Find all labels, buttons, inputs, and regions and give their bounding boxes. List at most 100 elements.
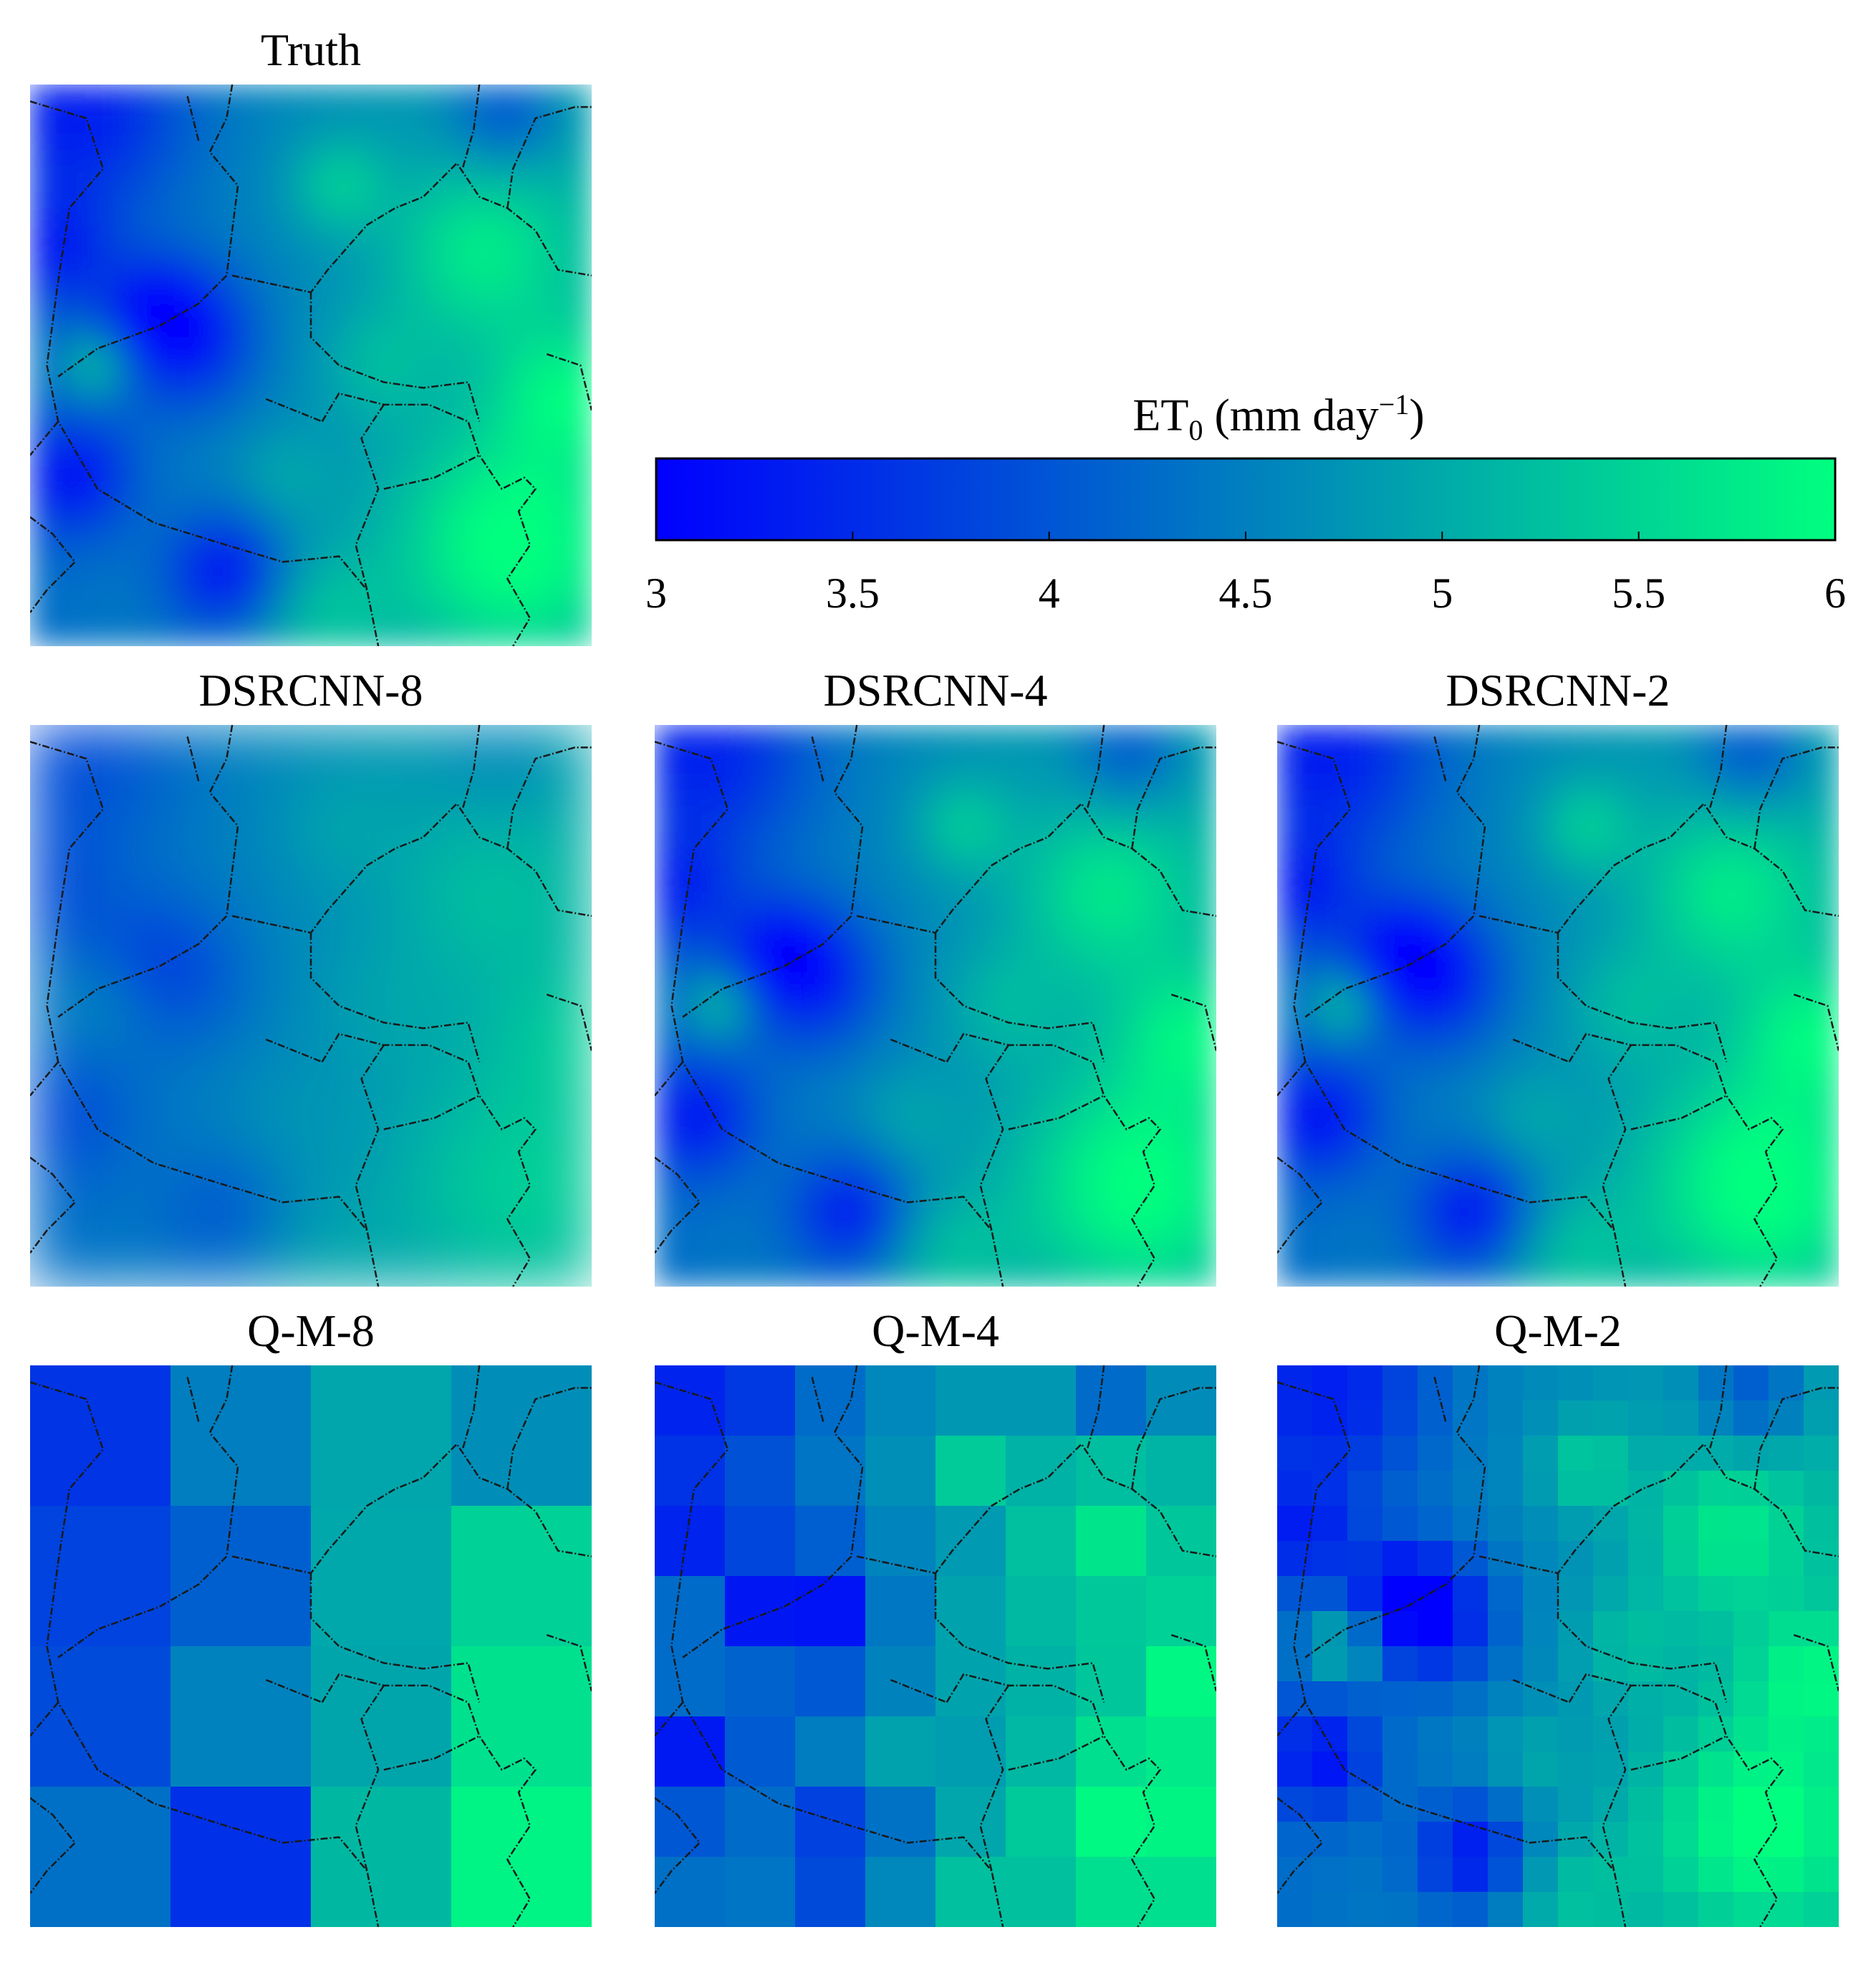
field-cell — [270, 965, 292, 986]
field-cell — [311, 1646, 452, 1787]
field-cell — [1517, 1065, 1539, 1087]
field-cell — [531, 144, 552, 165]
field-cell — [430, 1145, 452, 1167]
field-cell — [451, 465, 472, 486]
field-cell — [170, 1365, 312, 1507]
field-cell — [1758, 965, 1779, 986]
field-cell — [935, 1025, 956, 1047]
field-cell — [754, 804, 776, 826]
field-cell — [694, 1145, 716, 1167]
field-cell — [571, 1186, 592, 1207]
colorbar-tick-label: 6 — [1824, 570, 1846, 617]
field-cell — [1558, 1822, 1594, 1858]
field-cell — [1457, 1045, 1478, 1067]
field-cell — [250, 284, 271, 306]
field-cell — [1733, 1681, 1769, 1717]
field-cell — [1698, 865, 1719, 886]
field-cell — [1146, 1857, 1216, 1927]
field-cell — [1718, 925, 1739, 946]
field-cell — [451, 545, 472, 567]
field-cell — [511, 405, 532, 426]
field-cell — [471, 605, 492, 627]
field-cell — [49, 764, 71, 786]
field-cell — [1698, 1436, 1734, 1471]
field-cell — [1347, 1576, 1383, 1612]
field-cell — [551, 425, 572, 446]
field-cell — [150, 585, 171, 607]
field-cell — [1317, 1246, 1338, 1267]
field-cell — [1617, 925, 1639, 946]
field-cell — [1277, 1611, 1313, 1647]
field-cell — [1597, 1145, 1619, 1167]
field-cell — [935, 1506, 1006, 1577]
field-cell — [330, 965, 352, 986]
field-cell — [1818, 1206, 1839, 1227]
field-cell — [875, 1105, 896, 1127]
field-cell — [1804, 1400, 1839, 1436]
field-cell — [1804, 1576, 1839, 1612]
field-cell — [814, 1246, 836, 1267]
field-cell — [1798, 1145, 1819, 1167]
field-cell — [350, 1125, 372, 1147]
field-cell — [451, 445, 472, 466]
field-cell — [1357, 1166, 1378, 1187]
field-cell — [955, 1166, 976, 1187]
field-cell — [1035, 1045, 1057, 1067]
field-cell — [190, 1226, 211, 1247]
field-cell — [491, 1226, 512, 1247]
field-cell — [330, 325, 352, 346]
field-cell — [350, 124, 372, 145]
field-cell — [290, 365, 312, 386]
field-cell — [170, 585, 191, 607]
field-cell — [491, 284, 512, 306]
field-cell — [1678, 764, 1699, 786]
field-cell — [150, 345, 171, 366]
field-cell — [1377, 885, 1398, 906]
field-cell — [1317, 1065, 1338, 1087]
field-cell — [49, 164, 71, 186]
field-cell — [1698, 1681, 1734, 1717]
field-cell — [390, 465, 412, 486]
field-cell — [1175, 1206, 1197, 1227]
field-cell — [975, 1025, 996, 1047]
field-cell — [571, 764, 592, 786]
field-cell — [390, 144, 412, 165]
field-cell — [875, 865, 896, 886]
boundary-line — [1277, 1381, 1627, 1927]
field-cell — [774, 804, 796, 826]
field-cell — [1095, 1226, 1117, 1247]
field-cell — [1317, 965, 1338, 986]
field-cell — [310, 224, 332, 246]
field-cell — [855, 1045, 876, 1067]
field-cell — [754, 1105, 776, 1127]
field-cell — [230, 85, 251, 105]
field-cell — [410, 505, 432, 527]
field-cell — [875, 1145, 896, 1167]
field-cell — [794, 845, 816, 866]
field-cell — [1738, 1166, 1759, 1187]
field-cell — [130, 804, 151, 826]
field-cell — [1035, 764, 1057, 786]
field-cell — [774, 1226, 796, 1247]
field-cell — [694, 865, 716, 886]
field-cell — [1769, 1471, 1804, 1507]
field-cell — [190, 1125, 211, 1147]
field-cell — [1347, 1822, 1383, 1858]
field-cell — [1488, 1611, 1524, 1647]
field-cell — [895, 1246, 916, 1267]
field-cell — [734, 1105, 756, 1127]
field-cell — [1798, 1166, 1819, 1187]
field-cell — [1377, 784, 1398, 806]
field-cell — [1593, 1541, 1629, 1577]
field-cell — [1523, 1892, 1559, 1927]
field-cell — [170, 325, 191, 346]
field-cell — [1175, 1166, 1197, 1187]
field-cell — [1095, 1246, 1117, 1267]
field-cell — [90, 1166, 111, 1187]
field-cell — [49, 465, 71, 486]
field-cell — [310, 525, 332, 547]
field-cell — [350, 1145, 372, 1167]
field-cell — [1115, 985, 1137, 1006]
field-cell — [290, 945, 312, 966]
field-cell — [1146, 1436, 1216, 1507]
